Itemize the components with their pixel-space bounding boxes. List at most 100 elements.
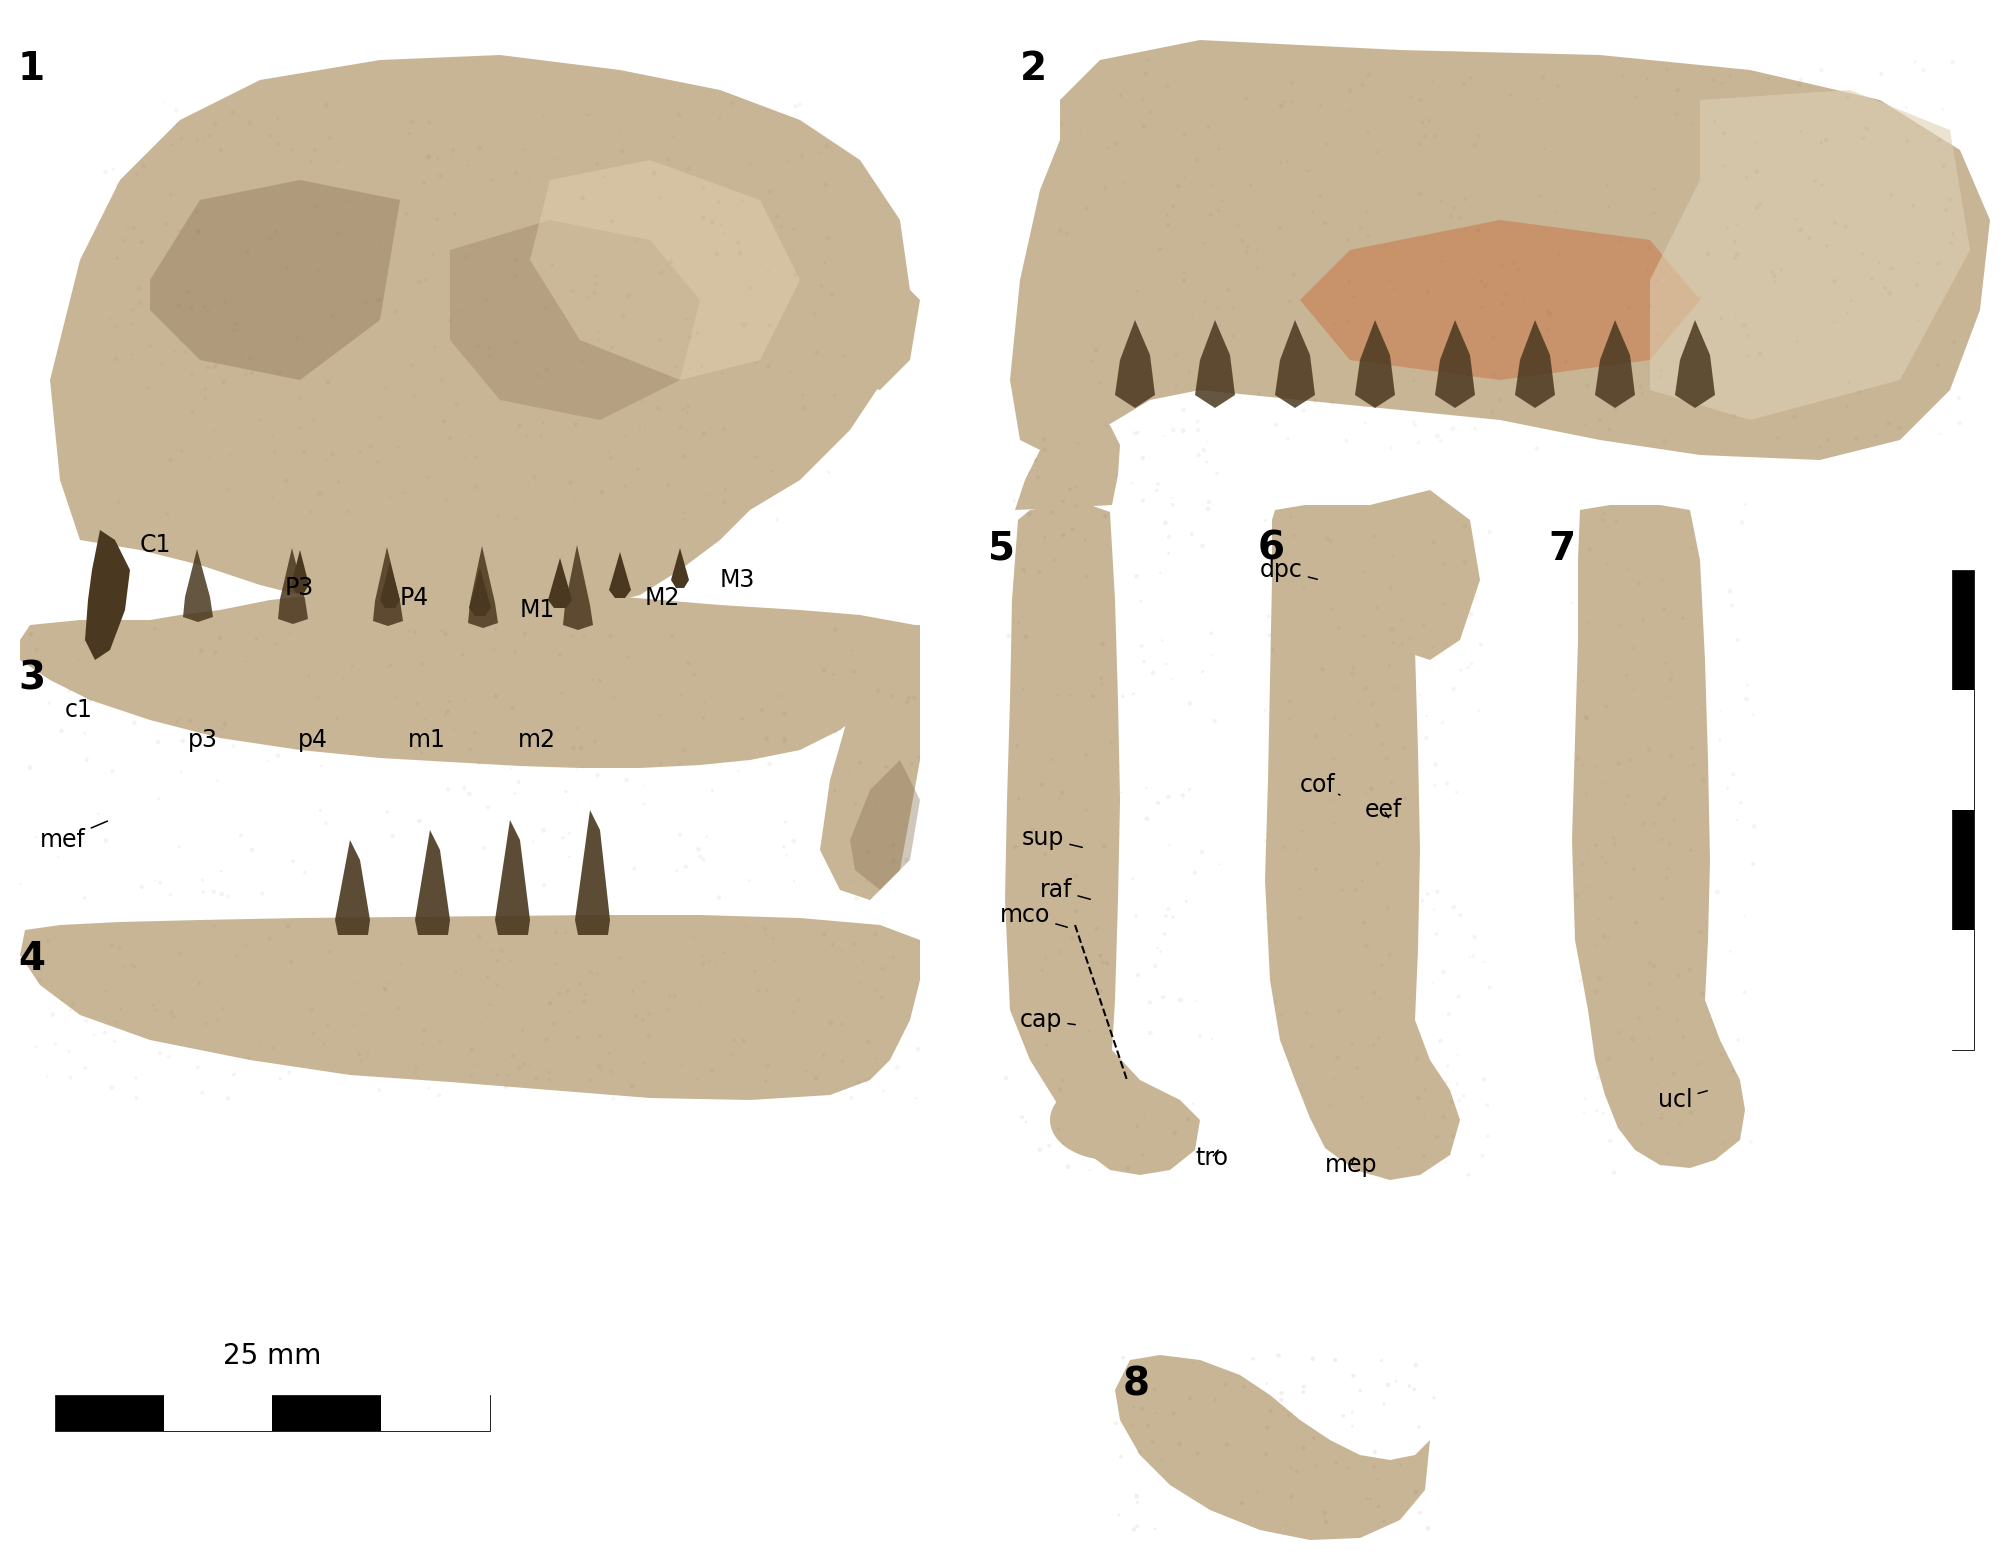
Point xyxy=(1780,329,1812,354)
Point xyxy=(1064,121,1096,146)
Polygon shape xyxy=(1355,319,1395,409)
Point xyxy=(161,99,193,124)
Point xyxy=(1102,1502,1134,1527)
Point xyxy=(1584,966,1616,991)
Point xyxy=(197,879,229,904)
Point xyxy=(361,382,393,407)
Point xyxy=(753,258,785,283)
Point xyxy=(1258,548,1291,573)
Point xyxy=(175,294,207,319)
Point xyxy=(1580,1098,1612,1123)
Point xyxy=(668,738,700,763)
Point xyxy=(32,1063,64,1088)
Point xyxy=(165,941,197,966)
Point xyxy=(837,868,869,893)
Polygon shape xyxy=(1194,319,1234,409)
Point xyxy=(1648,429,1680,454)
Point xyxy=(1385,608,1417,633)
Point xyxy=(181,127,213,152)
Point xyxy=(1674,957,1706,982)
Point xyxy=(1784,218,1816,243)
Point xyxy=(592,438,624,464)
Point xyxy=(757,949,789,974)
Point xyxy=(1351,121,1383,146)
Point xyxy=(686,205,719,230)
Point xyxy=(1096,730,1128,755)
Point xyxy=(1297,1427,1329,1452)
Point xyxy=(514,1052,546,1077)
Point xyxy=(1182,371,1214,396)
Point xyxy=(731,913,763,938)
Point xyxy=(163,293,195,318)
Point xyxy=(1477,362,1509,387)
Point xyxy=(556,625,588,650)
Point xyxy=(313,940,345,965)
Point xyxy=(1106,357,1138,382)
Point xyxy=(211,885,243,910)
Point xyxy=(1471,1124,1503,1149)
Point xyxy=(1714,63,1746,88)
Text: p3: p3 xyxy=(189,728,219,752)
Point xyxy=(470,287,502,312)
Point xyxy=(582,327,614,352)
Point xyxy=(799,301,831,326)
Point xyxy=(1319,705,1351,730)
Point xyxy=(1778,404,1810,429)
Point xyxy=(811,135,843,160)
Point xyxy=(1387,736,1419,761)
Point xyxy=(1301,723,1333,749)
Point xyxy=(727,1029,759,1054)
Point xyxy=(1674,1101,1706,1126)
Point xyxy=(1216,324,1248,349)
Point xyxy=(1381,675,1413,700)
Point xyxy=(1106,1345,1138,1370)
Point xyxy=(161,709,193,734)
Point xyxy=(490,1074,522,1099)
Point xyxy=(1714,940,1746,965)
Point xyxy=(1618,636,1650,661)
Point xyxy=(1830,85,1862,110)
Point xyxy=(482,503,514,528)
Point xyxy=(1533,302,1565,327)
Point xyxy=(580,152,612,177)
Point xyxy=(1634,235,1666,260)
Point xyxy=(706,360,739,385)
Point xyxy=(1457,924,1489,949)
Point xyxy=(464,924,496,949)
Point xyxy=(1569,706,1602,731)
Point xyxy=(1403,1414,1435,1439)
Point xyxy=(1335,1400,1367,1425)
Point xyxy=(221,651,253,677)
Point xyxy=(1654,266,1686,291)
Point xyxy=(277,849,309,874)
Point xyxy=(1272,689,1305,714)
Point xyxy=(1309,211,1341,236)
Point xyxy=(1014,501,1046,526)
Point xyxy=(644,752,676,777)
Point xyxy=(670,855,702,880)
Point xyxy=(656,979,688,1004)
Point xyxy=(1152,833,1184,858)
Point xyxy=(1447,550,1479,575)
Point xyxy=(1927,153,1959,179)
Point xyxy=(1172,1107,1204,1132)
Point xyxy=(538,147,570,172)
Point xyxy=(564,908,596,933)
Point xyxy=(371,1051,403,1076)
Point xyxy=(118,954,151,979)
Point xyxy=(1399,413,1431,438)
Point xyxy=(309,811,341,836)
Point xyxy=(618,857,650,882)
Point xyxy=(1036,747,1068,772)
Point xyxy=(1264,92,1297,117)
Text: mco: mco xyxy=(999,904,1068,927)
Point xyxy=(676,926,708,951)
Point xyxy=(165,760,197,785)
Point xyxy=(1202,199,1234,224)
Point xyxy=(765,215,797,240)
Point xyxy=(1784,67,1816,92)
Point xyxy=(817,932,849,957)
Point xyxy=(554,844,586,869)
Point xyxy=(293,664,325,689)
Bar xyxy=(1951,930,1973,1049)
